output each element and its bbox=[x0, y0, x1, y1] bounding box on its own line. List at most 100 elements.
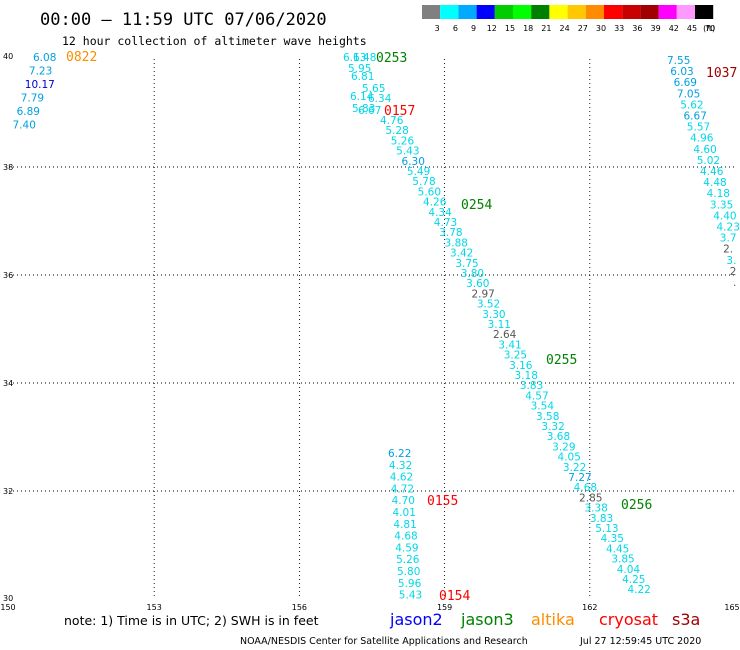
swh-value: 5.96 bbox=[398, 578, 422, 590]
legend-label: 3 bbox=[435, 24, 440, 33]
pass-time-label: 0256 bbox=[621, 498, 652, 513]
swh-value: 3.30 bbox=[482, 309, 505, 321]
satellite-name: jason2 bbox=[389, 610, 443, 629]
swh-value: 7.79 bbox=[21, 93, 44, 105]
swh-value: 3. bbox=[726, 255, 736, 267]
swh-value: 4.73 bbox=[434, 217, 457, 229]
swh-value: 4.22 bbox=[627, 584, 650, 596]
swh-value: 4.18 bbox=[707, 188, 730, 200]
legend-label: 33 bbox=[614, 24, 624, 33]
swh-value: 3.75 bbox=[455, 258, 478, 270]
legend-label: 36 bbox=[632, 24, 642, 33]
swh-value: 4.48 bbox=[703, 177, 726, 189]
swh-value: 2.97 bbox=[471, 288, 494, 300]
swh-value: 5.26 bbox=[396, 554, 420, 566]
swh-value: 5.26 bbox=[391, 135, 415, 147]
timestamp: Jul 27 12:59:45 UTC 2020 bbox=[579, 636, 701, 647]
pass-time-label: 0155 bbox=[427, 494, 458, 509]
swh-value: 5.95 bbox=[348, 63, 371, 75]
swh-value: 4.46 bbox=[700, 166, 724, 178]
legend-swatch bbox=[676, 5, 695, 19]
x-tick-label: 159 bbox=[437, 603, 452, 612]
swh-value: 4.23 bbox=[717, 222, 740, 234]
swh-value: 4.81 bbox=[393, 519, 416, 531]
pass-time-label: 0157 bbox=[384, 104, 415, 119]
y-tick-label: 38 bbox=[3, 163, 13, 172]
swh-value: 3.80 bbox=[461, 268, 484, 280]
swh-value: 3.35 bbox=[710, 199, 733, 211]
satellite-name: jason3 bbox=[460, 610, 514, 629]
legend-label: 12 bbox=[487, 24, 497, 33]
satellite-name: altika bbox=[531, 610, 575, 629]
swh-value: 4.40 bbox=[713, 210, 736, 222]
legend-label: 18 bbox=[523, 24, 533, 33]
swh-value: 7.05 bbox=[677, 88, 700, 100]
swh-value: . bbox=[733, 277, 736, 289]
page-title: 00:00 – 11:59 UTC 07/06/2020 bbox=[40, 10, 327, 30]
swh-value: 10.17 bbox=[25, 79, 55, 91]
map-grid bbox=[9, 59, 735, 599]
swh-value: 4.70 bbox=[392, 495, 415, 507]
swh-value: 2.85 bbox=[579, 492, 602, 504]
legend-swatch bbox=[458, 5, 477, 19]
legend-swatch bbox=[585, 5, 604, 19]
swh-value: 7.27 bbox=[568, 472, 591, 484]
legend-label: 15 bbox=[505, 24, 515, 33]
pass-time-label: 0154 bbox=[439, 589, 470, 604]
swh-value: 3.16 bbox=[509, 360, 533, 372]
swh-value: 7.55 bbox=[667, 55, 690, 67]
swh-value: 4.72 bbox=[391, 483, 414, 495]
swh-value: 3.25 bbox=[504, 350, 527, 362]
swh-value: 6.22 bbox=[388, 448, 411, 460]
legend-swatch bbox=[640, 5, 659, 19]
color-legend: 3 6 9 12 15 18 21 24 27 30 33 36 39 42 45 70(ft) bbox=[422, 5, 715, 33]
pass-time-label: 1037 bbox=[706, 66, 737, 81]
legend-label: 30 bbox=[596, 24, 606, 33]
swh-value: 3.60 bbox=[466, 278, 489, 290]
swh-value: 6.69 bbox=[674, 77, 697, 89]
swh-value: 4.68 bbox=[394, 531, 417, 543]
legend-swatch bbox=[549, 5, 568, 19]
satellite-name: cryosat bbox=[599, 610, 658, 629]
swh-value: 3.54 bbox=[531, 401, 555, 413]
legend-label: 39 bbox=[651, 24, 661, 33]
swh-value: 5.57 bbox=[687, 122, 710, 134]
swh-value: 3.78 bbox=[439, 227, 462, 239]
legend-swatch bbox=[604, 5, 623, 19]
swh-value: 4.68 bbox=[574, 482, 597, 494]
swh-value: 4.01 bbox=[393, 507, 416, 519]
legend-swatch bbox=[658, 5, 677, 19]
swh-value: 5.13 bbox=[595, 523, 618, 535]
swh-value: 6.81 bbox=[351, 71, 374, 83]
swh-value: 4.59 bbox=[395, 542, 418, 554]
legend-unit: (ft) bbox=[703, 24, 715, 33]
pass-time-label: 0254 bbox=[461, 198, 492, 213]
swh-value: 3.18 bbox=[515, 370, 538, 382]
swh-value: 6.48 bbox=[353, 52, 376, 64]
swh-value: 4.05 bbox=[558, 452, 581, 464]
swh-value: 7.23 bbox=[29, 66, 52, 78]
legend-label: 21 bbox=[541, 24, 551, 33]
swh-value: 4.35 bbox=[601, 533, 624, 545]
legend-swatch bbox=[513, 5, 532, 19]
swh-value: 3.42 bbox=[450, 248, 473, 260]
swh-value: 3.58 bbox=[536, 411, 559, 423]
swh-value: 6.67 bbox=[684, 111, 707, 123]
legend-swatch bbox=[695, 5, 714, 19]
swh-value: 5.83 bbox=[352, 103, 375, 115]
pass-time-label: 0253 bbox=[376, 51, 407, 66]
swh-value: 5.78 bbox=[412, 176, 435, 188]
swh-value: 6.67 bbox=[358, 105, 381, 117]
swh-value: 6.89 bbox=[17, 106, 40, 118]
swh-value: 2 bbox=[730, 266, 737, 278]
swh-value: 4.45 bbox=[606, 543, 629, 555]
swh-value: 6.03 bbox=[670, 66, 693, 78]
swh-value: 4.25 bbox=[622, 574, 645, 586]
swh-value: 6.30 bbox=[402, 156, 425, 168]
swh-value: 4.60 bbox=[693, 144, 716, 156]
swh-value: 3.52 bbox=[477, 299, 500, 311]
swh-value: 4.96 bbox=[690, 133, 714, 145]
y-tick-label: 36 bbox=[3, 271, 13, 280]
